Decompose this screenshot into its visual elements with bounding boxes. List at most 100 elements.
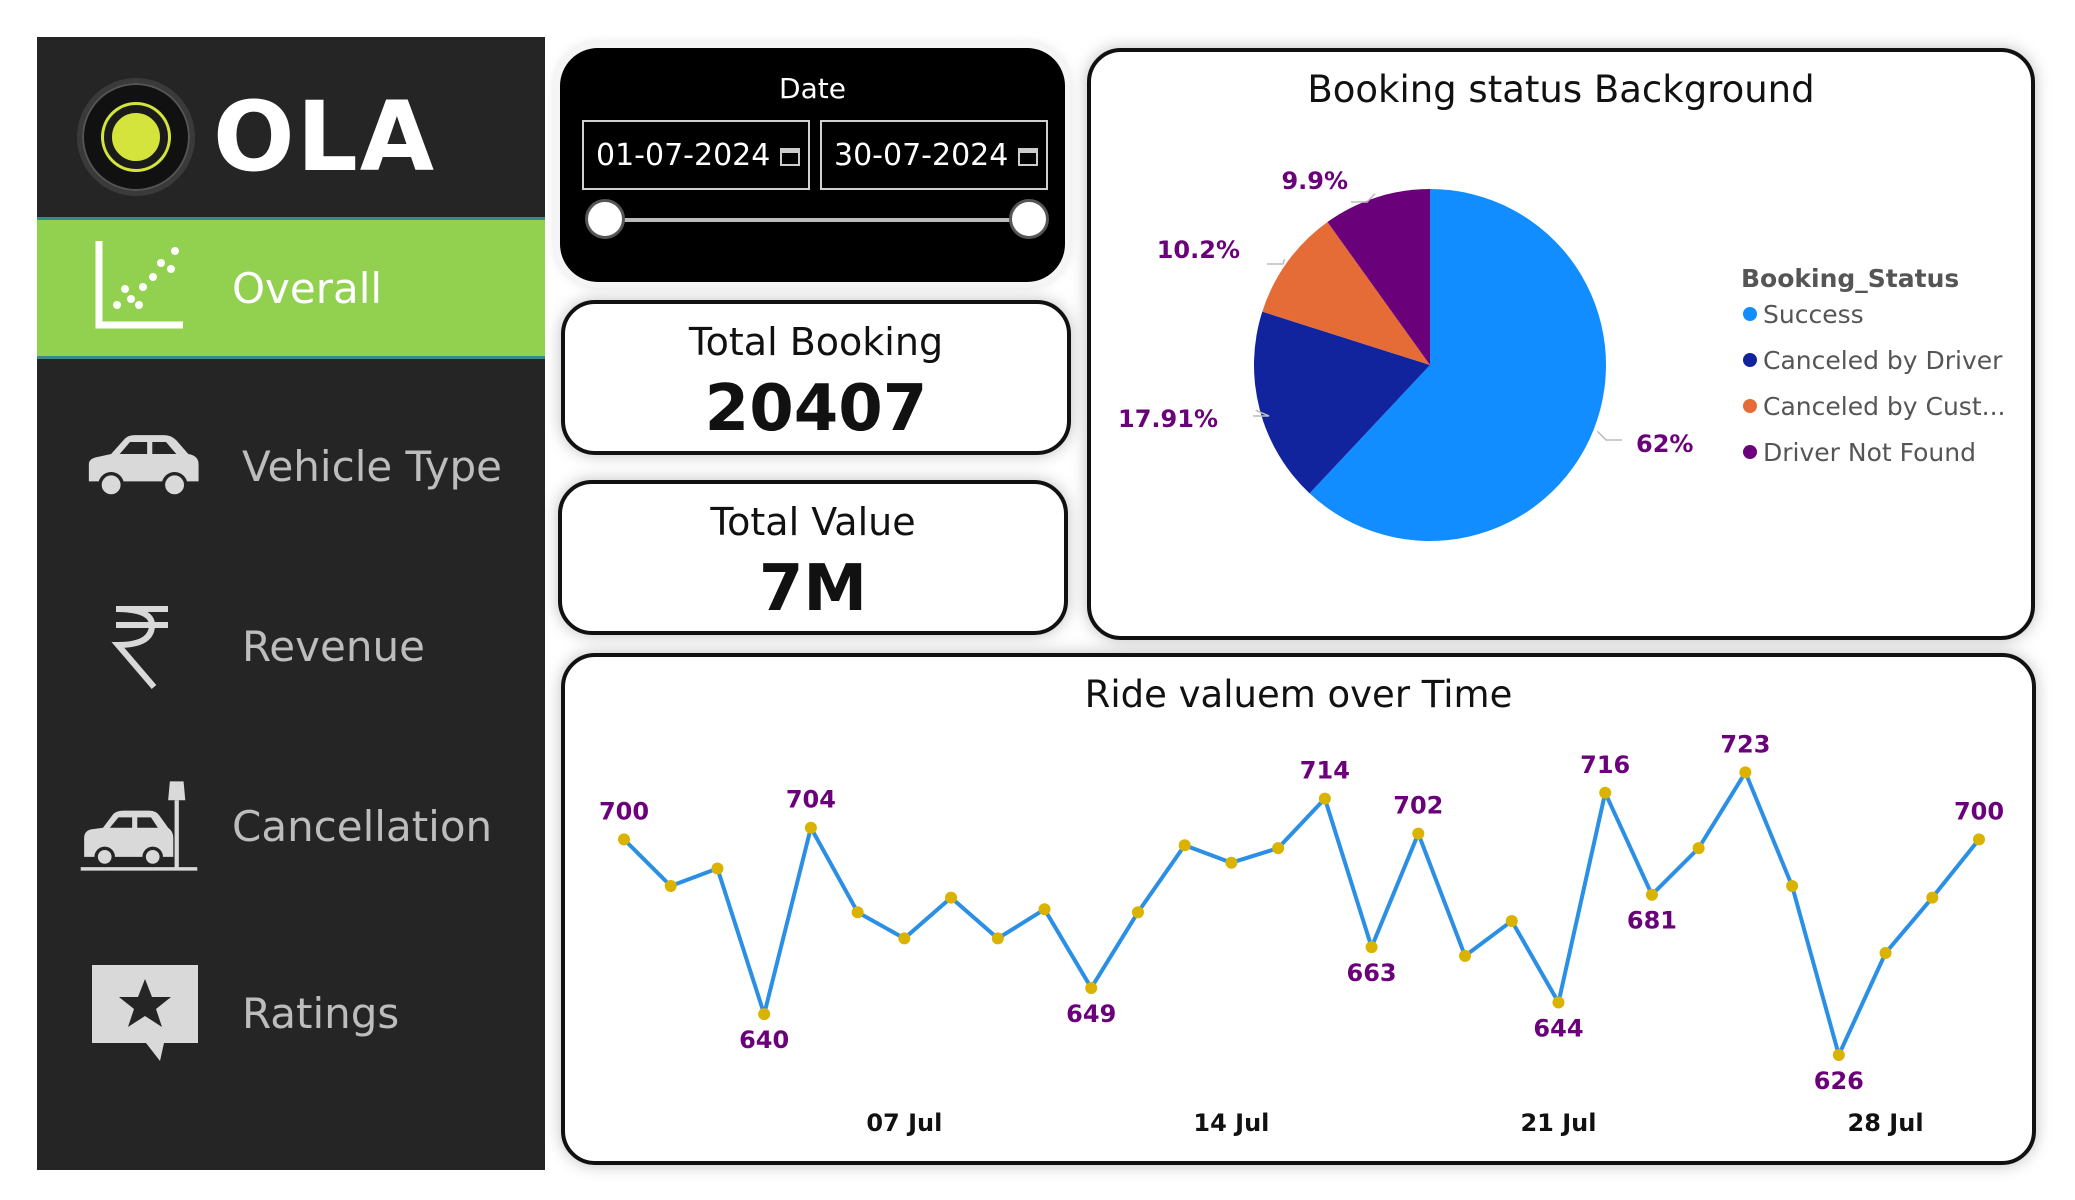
line-data-label: 626 [1814, 1067, 1864, 1095]
ride-volume-point[interactable] [664, 880, 677, 892]
end-date-value: 30-07-2024 [834, 138, 1009, 173]
ride-volume-point[interactable] [1692, 842, 1705, 855]
date-slider-start-handle[interactable] [585, 199, 625, 239]
total-booking-card: Total Booking 20407 [561, 300, 1071, 455]
ride-volume-point[interactable] [1365, 941, 1378, 954]
ride-volume-point[interactable] [1786, 880, 1799, 892]
line-data-label: 723 [1720, 730, 1770, 758]
nav-item-overall[interactable]: Overall [37, 217, 545, 359]
nav-label-overall: Overall [232, 263, 383, 313]
nav-label-revenue: Revenue [242, 621, 425, 671]
nav-item-vehicle-type[interactable]: Vehicle Type [37, 395, 545, 537]
ride-volume-point[interactable] [898, 932, 911, 945]
total-value-label: Total Value [710, 500, 916, 544]
ride-volume-point[interactable] [1926, 891, 1939, 904]
line-data-label: 704 [786, 786, 836, 814]
date-slider-track[interactable] [608, 218, 1029, 222]
ride-volume-point[interactable] [1973, 833, 1985, 846]
pie-data-label: 10.2% [1157, 236, 1240, 264]
nav-item-revenue[interactable]: Revenue [37, 575, 545, 717]
x-axis-tick-label: 14 Jul [1193, 1109, 1269, 1137]
date-slider-end-handle[interactable] [1009, 199, 1049, 239]
pie-chart: 62% 17.91% 10.2% 9.9% Booking_Status Success C… [1118, 167, 2005, 541]
line-data-label: 681 [1627, 907, 1677, 935]
ride-volume-point[interactable] [1225, 856, 1238, 869]
ride-volume-point[interactable] [1131, 906, 1144, 919]
ride-volume-point[interactable] [1272, 842, 1285, 855]
legend-item-canceled-by-driver[interactable]: Canceled by Driver [1763, 346, 2003, 375]
ride-volume-series-line [622, 770, 1981, 1057]
legend-marker-canceled-by-customer [1743, 399, 1757, 413]
ride-volume-point[interactable] [1552, 996, 1565, 1009]
pie-legend: Booking_Status Success Canceled by Driver C… [1741, 264, 2005, 467]
ride-volume-point[interactable] [1505, 914, 1518, 927]
brand-name: OLA [213, 81, 437, 193]
total-value-card: Total Value 7M [558, 480, 1068, 635]
line-data-label: 700 [599, 797, 649, 825]
calendar-icon[interactable] [1018, 148, 1038, 166]
pie-chart-title: Booking status Background [1307, 68, 1815, 111]
ride-volume-point[interactable] [618, 833, 630, 846]
pie-leader-line [1253, 409, 1270, 417]
pie-slice-success[interactable] [1309, 189, 1606, 541]
pie-slice-canceled-by-customer[interactable] [1262, 221, 1430, 365]
nav-label-ratings: Ratings [242, 988, 400, 1038]
ride-volume-point[interactable] [1459, 949, 1472, 962]
ride-volume-point[interactable] [945, 891, 958, 904]
x-axis-tick-label: 28 Jul [1848, 1109, 1924, 1137]
ride-volume-point[interactable] [1739, 766, 1752, 779]
line-data-label: 714 [1300, 757, 1350, 785]
ride-volume-point[interactable] [1038, 903, 1051, 916]
pie-data-label: 17.91% [1118, 405, 1218, 433]
ride-volume-point[interactable] [1832, 1048, 1845, 1061]
x-axis-tick-label: 07 Jul [866, 1109, 942, 1137]
legend-item-canceled-by-customer[interactable]: Canceled by Cust... [1763, 392, 2005, 421]
ride-volume-point[interactable] [1085, 981, 1098, 994]
line-data-label: 649 [1066, 1000, 1116, 1028]
ride-volume-point[interactable] [711, 862, 724, 875]
date-slicer-title: Date [779, 72, 846, 105]
ride-volume-chart-card: Ride valuem over Time 700 640 704 649 714 663… [561, 653, 2036, 1165]
start-date-input[interactable]: 01-07-2024 [582, 120, 810, 190]
ride-volume-point[interactable] [804, 821, 817, 834]
nav-item-ratings[interactable]: Ratings [37, 942, 545, 1084]
line-data-label: 702 [1393, 792, 1443, 820]
ride-volume-point[interactable] [991, 932, 1004, 945]
line-data-label: 640 [739, 1026, 789, 1054]
ride-volume-point[interactable] [1599, 786, 1612, 799]
total-value-value: 7M [758, 552, 868, 626]
legend-item-driver-not-found[interactable]: Driver Not Found [1763, 438, 1976, 467]
star-comment-icon [85, 953, 205, 1073]
line-data-label: 663 [1347, 959, 1397, 987]
scatter-chart-icon [82, 228, 202, 348]
legend-marker-canceled-by-driver [1743, 353, 1757, 367]
ride-volume-point[interactable] [1178, 839, 1191, 852]
line-data-label: 716 [1580, 751, 1630, 779]
ride-volume-point[interactable] [758, 1008, 771, 1021]
ride-volume-point[interactable] [851, 906, 864, 919]
nav-item-cancellation[interactable]: Cancellation [37, 755, 545, 897]
start-date-value: 01-07-2024 [596, 138, 771, 173]
car-icon [82, 406, 202, 526]
line-data-label: 700 [1954, 797, 2004, 825]
ride-volume-point[interactable] [1412, 827, 1425, 840]
ola-logo: OLA [77, 57, 436, 217]
pie-slice-driver-not-found[interactable] [1327, 189, 1430, 365]
ride-volume-point[interactable] [1645, 888, 1658, 901]
ride-volume-point[interactable] [1318, 792, 1331, 805]
legend-item-success[interactable]: Success [1763, 300, 1864, 329]
car-crash-icon [79, 766, 199, 886]
date-range-slicer: Date 01-07-2024 30-07-2024 [560, 48, 1065, 282]
pie-leader-line [1351, 193, 1376, 203]
ride-volume-point[interactable] [1879, 947, 1892, 959]
line-chart: 700 640 704 649 714 663 702 644 716 681 723 626 700 0… [599, 730, 2004, 1137]
pie-data-label: 9.9% [1281, 167, 1348, 195]
calendar-icon[interactable] [780, 148, 800, 166]
end-date-input[interactable]: 30-07-2024 [820, 120, 1048, 190]
rupee-icon [82, 586, 202, 706]
pie-leader-line [1267, 258, 1286, 265]
total-booking-value: 20407 [704, 372, 928, 446]
pie-slice-canceled-by-driver[interactable] [1254, 311, 1430, 494]
line-chart-title: Ride valuem over Time [1084, 673, 1513, 716]
